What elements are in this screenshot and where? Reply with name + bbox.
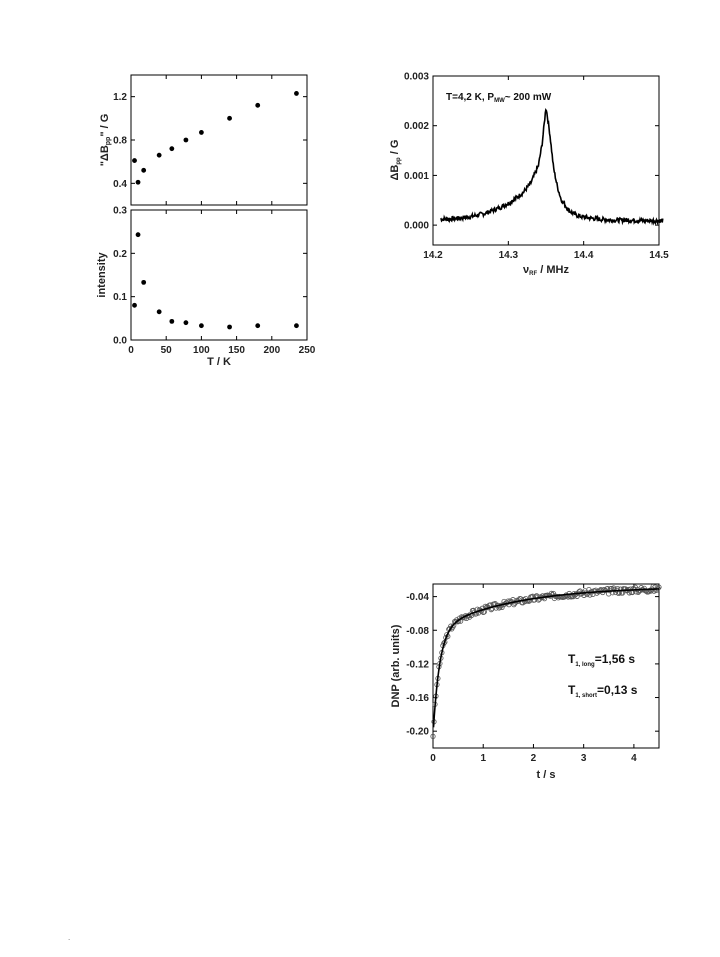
y-tick-label: 0.002 bbox=[404, 121, 429, 132]
y-tick-label: -0.16 bbox=[406, 693, 429, 704]
data-point bbox=[135, 232, 141, 238]
intensity-points bbox=[132, 232, 299, 330]
y-tick-label: 0.1 bbox=[113, 292, 127, 303]
linewidth-x-ticks bbox=[130, 75, 308, 205]
y-tick-label: 0.8 bbox=[113, 136, 127, 147]
intensity-y-ticks: 0.0 0.1 0.2 0.3 bbox=[113, 206, 307, 347]
odmr-x-axis-label: νRF / MHz bbox=[523, 264, 569, 277]
intensity-panel: 0.0 0.1 0.2 0.3 0 50 100 150 200 250 intensity T… bbox=[96, 206, 316, 369]
x-tick-label: 200 bbox=[263, 345, 280, 356]
x-tick-label: 150 bbox=[228, 345, 245, 356]
data-point bbox=[132, 302, 137, 308]
x-tick-label: 4 bbox=[631, 753, 637, 764]
y-tick-label: 0.4 bbox=[113, 179, 127, 190]
data-point bbox=[294, 323, 299, 329]
page-footer-mark: . bbox=[68, 933, 70, 942]
y-tick-label: 0.2 bbox=[113, 249, 127, 260]
y-tick-label: 0.0 bbox=[113, 336, 127, 347]
dnp-data-point bbox=[554, 593, 560, 600]
odmr-y-ticks: 0.000 0.001 0.002 0.003 bbox=[404, 72, 659, 232]
x-tick-label: 1 bbox=[480, 753, 486, 764]
t1-long-annotation: T1, long=1,56 s bbox=[568, 652, 635, 668]
dnp-data-point bbox=[430, 733, 436, 739]
x-tick-label: 250 bbox=[299, 345, 316, 356]
x-tick-label: 0 bbox=[430, 753, 436, 764]
y-tick-label: 1.2 bbox=[113, 92, 127, 103]
temperature-x-axis-label: T / K bbox=[207, 356, 231, 368]
dnp-y-axis-label: DNP (arb. units) bbox=[390, 624, 402, 707]
y-tick-label: -0.12 bbox=[406, 659, 429, 670]
linewidth-plot-frame bbox=[130, 74, 308, 206]
data-point bbox=[183, 137, 189, 143]
intensity-y-axis-label: intensity bbox=[96, 252, 108, 298]
data-point bbox=[169, 318, 175, 324]
x-tick-label: 14.4 bbox=[574, 250, 594, 261]
y-tick-label: 0.001 bbox=[404, 171, 429, 182]
data-point bbox=[156, 152, 162, 158]
t1-short-annotation: T1, short=0,13 s bbox=[568, 683, 638, 699]
data-point bbox=[255, 323, 261, 329]
data-point bbox=[156, 309, 162, 315]
odmr-spectrum-line bbox=[440, 107, 664, 226]
odmr-plot-frame bbox=[432, 75, 660, 246]
linewidth-y-ticks: 0.4 0.8 1.2 bbox=[113, 92, 307, 190]
x-tick-label: 14.2 bbox=[423, 250, 443, 261]
data-point bbox=[199, 323, 204, 329]
x-tick-label: 100 bbox=[193, 345, 210, 356]
data-point bbox=[227, 324, 232, 330]
y-tick-label: 0.000 bbox=[404, 221, 429, 232]
linewidth-panel: 0.4 0.8 1.2 "ΔBpp" / G bbox=[99, 74, 308, 206]
y-tick-label: 0.3 bbox=[113, 206, 127, 217]
intensity-x-ticks: 0 50 100 150 200 250 bbox=[128, 210, 316, 356]
data-point bbox=[199, 130, 204, 135]
y-tick-label: -0.20 bbox=[406, 727, 429, 738]
x-tick-label: 50 bbox=[161, 345, 173, 356]
data-point bbox=[141, 279, 147, 285]
data-point bbox=[132, 158, 137, 163]
dnp-panel: -0.20 -0.16 -0.12 -0.08 -0.04 0 1 2 3 4 T1, long… bbox=[390, 583, 662, 781]
data-point bbox=[183, 320, 189, 326]
y-tick-label: -0.04 bbox=[406, 592, 429, 603]
linewidth-points bbox=[132, 91, 299, 185]
x-tick-label: 2 bbox=[531, 753, 537, 764]
time-x-axis-label: t / s bbox=[537, 769, 556, 781]
x-tick-label: 3 bbox=[581, 753, 587, 764]
odmr-conditions-annotation: T=4,2 K, PMW~ 200 mW bbox=[446, 92, 552, 104]
x-tick-label: 0 bbox=[128, 345, 134, 356]
linewidth-y-axis-label: "ΔBpp" / G bbox=[99, 114, 112, 167]
odmr-panel: 0.000 0.001 0.002 0.003 14.2 14.3 14.4 14.5 T=… bbox=[389, 72, 669, 278]
odmr-x-ticks: 14.2 14.3 14.4 14.5 bbox=[423, 76, 669, 261]
data-point bbox=[255, 102, 261, 108]
data-point bbox=[169, 146, 175, 152]
x-tick-label: 14.3 bbox=[499, 250, 519, 261]
y-tick-label: 0.003 bbox=[404, 72, 429, 83]
data-point bbox=[135, 179, 141, 185]
dnp-x-ticks: 0 1 2 3 4 bbox=[430, 584, 637, 764]
dnp-fit-curve bbox=[432, 588, 660, 728]
y-tick-label: -0.08 bbox=[406, 626, 429, 637]
data-point bbox=[227, 115, 232, 121]
dnp-y-ticks: -0.20 -0.16 -0.12 -0.08 -0.04 bbox=[406, 592, 659, 738]
x-tick-label: 14.5 bbox=[649, 250, 669, 261]
odmr-y-axis-label: ΔBpp / G bbox=[389, 140, 402, 181]
intensity-plot-frame bbox=[130, 209, 308, 341]
dnp-plot-frame bbox=[432, 583, 660, 749]
data-point bbox=[141, 167, 147, 173]
data-point bbox=[294, 91, 299, 96]
